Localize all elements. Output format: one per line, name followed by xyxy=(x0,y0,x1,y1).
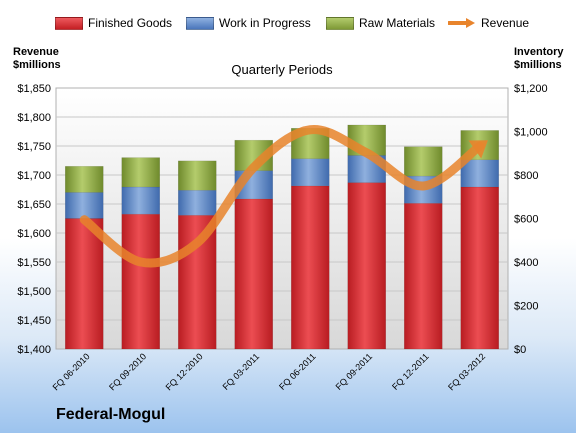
bar-finished-goods xyxy=(291,185,330,350)
legend-swatch-raw-materials xyxy=(326,16,354,30)
bar-finished-goods xyxy=(65,218,104,350)
legend-swatch-finished-goods xyxy=(55,16,83,30)
legend-item-finished-goods: Finished Goods xyxy=(55,16,172,30)
right-axis-title: Inventory $millions xyxy=(514,46,564,72)
bar-work-in-progress xyxy=(291,158,330,187)
left-tick-label: $1,550 xyxy=(17,257,51,269)
right-tick-label: $1,200 xyxy=(514,83,548,95)
bar-work-in-progress xyxy=(121,186,160,215)
right-axis-title-line1: Inventory xyxy=(514,46,564,58)
left-axis-title-line1: Revenue xyxy=(13,46,59,58)
right-tick-label: $800 xyxy=(514,170,538,182)
left-axis-title-line2: $millions xyxy=(13,59,61,71)
left-tick-label: $1,850 xyxy=(17,83,51,95)
x-tick-label: FQ 09-2010 xyxy=(107,351,148,392)
legend-item-raw-materials: Raw Materials xyxy=(326,16,435,30)
legend-label-finished-goods: Finished Goods xyxy=(88,16,173,30)
right-tick-label: $0 xyxy=(514,344,526,356)
right-axis-title-line2: $millions xyxy=(514,59,562,71)
chart-title: Quarterly Periods xyxy=(231,62,333,77)
legend-swatch-work-in-progress xyxy=(186,16,214,30)
left-tick-label: $1,500 xyxy=(17,286,51,298)
left-tick-label: $1,450 xyxy=(17,315,51,327)
bar-raw-materials xyxy=(404,146,443,177)
bar-work-in-progress xyxy=(178,189,217,216)
bar-raw-materials xyxy=(65,166,104,193)
company-name: Federal-Mogul xyxy=(56,406,166,423)
left-axis-title: Revenue $millions xyxy=(13,46,61,72)
right-tick-label: $400 xyxy=(514,257,538,269)
legend-item-revenue: Revenue xyxy=(448,16,529,30)
right-tick-label: $200 xyxy=(514,301,538,313)
bar-finished-goods xyxy=(347,182,386,350)
x-tick-label: FQ 12-2011 xyxy=(390,351,431,392)
bar-finished-goods xyxy=(234,198,273,350)
revenue-arrowhead xyxy=(468,140,488,159)
x-tick-label: FQ 12-2010 xyxy=(164,351,205,392)
legend-label-raw-materials: Raw Materials xyxy=(359,16,436,30)
x-tick-label: FQ 03-2012 xyxy=(446,351,487,392)
bar-raw-materials xyxy=(121,157,160,188)
legend: Finished Goods Work in Progress Raw Mate… xyxy=(55,16,575,32)
x-tick-label: FQ 06-2010 xyxy=(51,351,92,392)
legend-item-work-in-progress: Work in Progress xyxy=(186,16,311,30)
x-tick-label: FQ 03-2011 xyxy=(221,351,262,392)
left-tick-label: $1,600 xyxy=(17,228,51,240)
x-tick-label: FQ 09-2011 xyxy=(334,351,375,392)
right-tick-label: $1,000 xyxy=(514,127,548,139)
left-tick-label: $1,750 xyxy=(17,141,51,153)
left-tick-label: $1,650 xyxy=(17,199,51,211)
right-tick-label: $600 xyxy=(514,214,538,226)
legend-arrow-icon xyxy=(448,18,475,28)
bar-finished-goods xyxy=(460,186,499,350)
legend-label-work-in-progress: Work in Progress xyxy=(219,16,311,30)
bar-finished-goods xyxy=(404,203,443,350)
left-tick-label: $1,800 xyxy=(17,112,51,124)
left-tick-label: $1,400 xyxy=(17,344,51,356)
left-tick-label: $1,700 xyxy=(17,170,51,182)
bar-work-in-progress xyxy=(65,192,104,219)
x-tick-label: FQ 06-2011 xyxy=(277,351,318,392)
legend-label-revenue: Revenue xyxy=(481,16,530,30)
bar-finished-goods xyxy=(121,213,160,350)
bar-work-in-progress xyxy=(460,159,499,188)
bar-raw-materials xyxy=(178,160,217,191)
revenue-line xyxy=(79,125,485,268)
